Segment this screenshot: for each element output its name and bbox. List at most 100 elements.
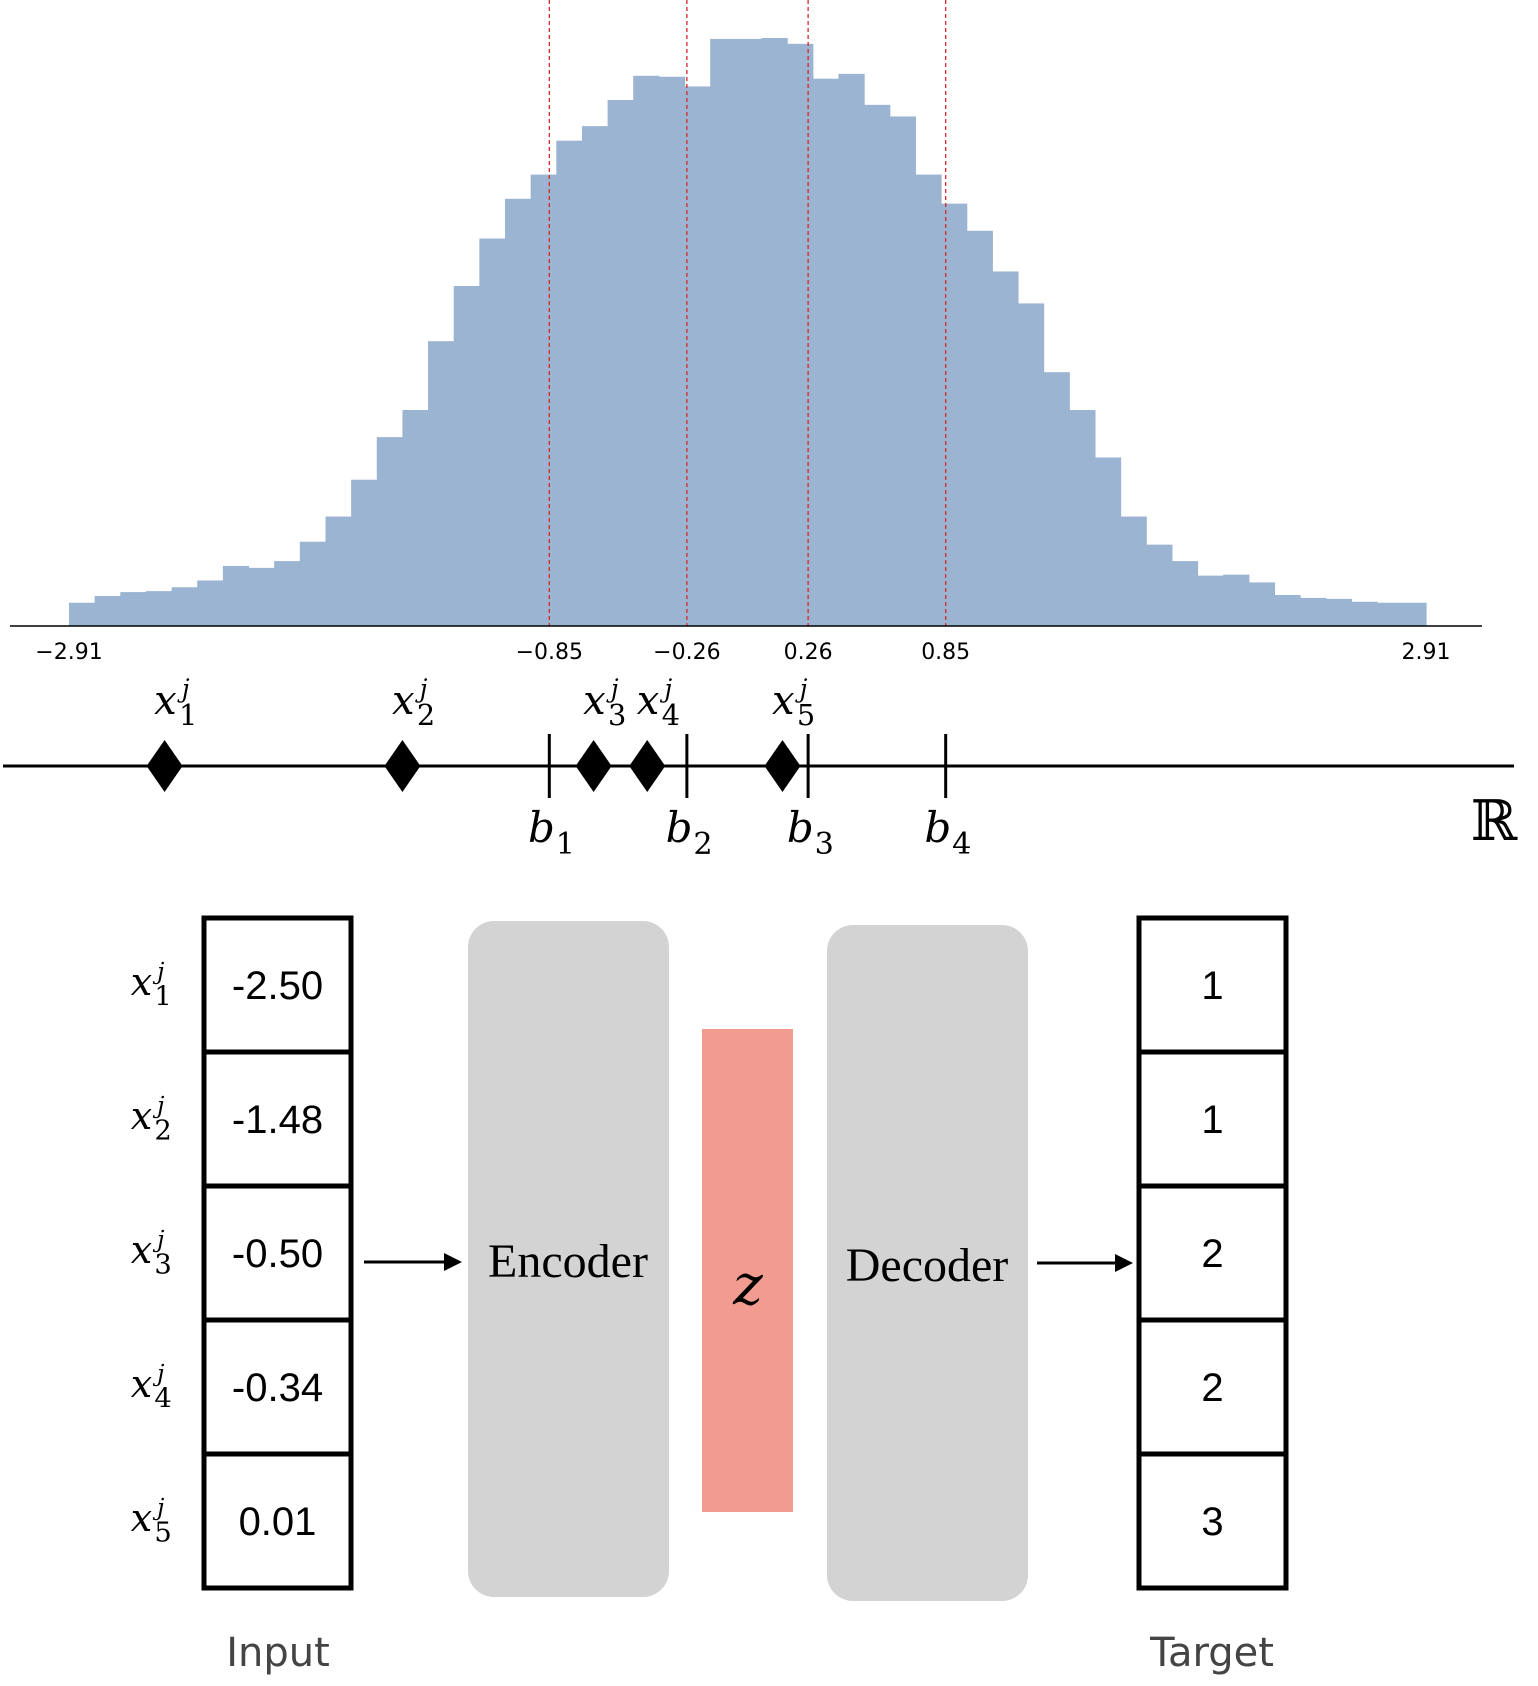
math-base: x (392, 678, 415, 724)
histogram-bar (812, 78, 840, 626)
bin-boundary-lines (548, 0, 947, 626)
value-diamond-marker (764, 740, 801, 792)
x-tick-labels: −2.91 −0.85 −0.26 0.26 0.85 2.91 (35, 640, 1450, 665)
histogram-bar (376, 437, 404, 626)
histogram-bar (1300, 597, 1327, 626)
math-subscript: 1 (179, 698, 197, 732)
x-tick-label: 0.85 (921, 640, 970, 665)
math-subscript: 2 (693, 827, 712, 862)
latent-block (702, 1029, 793, 1512)
histogram-bar (197, 580, 224, 626)
encoder-block (468, 921, 669, 1597)
target-cell-value: 2 (1201, 1366, 1223, 1410)
histogram-bar (941, 203, 968, 626)
math-base: x (131, 1094, 152, 1138)
histogram-bar (633, 75, 660, 627)
decoder-label: Decoder (846, 1239, 1009, 1292)
autoencoder-pipeline: -2.50x 1j-1.48x 2j-0.50x 3j-0.34x 4j0.01x 5j … (131, 915, 1289, 1676)
input-cell-value: -1.48 (232, 1098, 323, 1142)
decoder-to-target-arrow (1037, 1254, 1133, 1272)
value-diamond-marker (629, 740, 666, 792)
histogram-bar (1325, 598, 1352, 626)
input-row-label: x 1j (131, 957, 172, 1013)
histogram-bar (1043, 372, 1070, 626)
number-line-points: x 1j x 2j x 3j x 4j x 5j (146, 674, 815, 792)
histogram-bar (710, 38, 737, 627)
histogram-bar (1274, 595, 1301, 626)
histogram-bar (1120, 516, 1147, 626)
histogram-bar (581, 126, 609, 627)
input-cell-value: -0.34 (232, 1366, 323, 1410)
histogram-bar (222, 565, 250, 626)
math-base: x (131, 1228, 152, 1272)
math-subscript: 3 (815, 827, 834, 862)
value-point-label: x 5j (772, 674, 815, 732)
value-diamond-marker (146, 740, 183, 792)
histogram-bar (607, 99, 634, 626)
histogram-bar (556, 140, 583, 626)
histogram-bar (992, 271, 1019, 626)
histogram-bar (1197, 575, 1224, 626)
decoder-block (827, 925, 1028, 1601)
math-subscript: 4 (952, 827, 971, 862)
histogram-bar (684, 86, 711, 626)
histogram-bars (69, 38, 1427, 627)
histogram-bar (248, 567, 275, 626)
input-cell (201, 915, 354, 1055)
histogram-bar (1069, 409, 1096, 626)
histogram: −2.91 −0.85 −0.26 0.26 0.85 2.91 (10, 0, 1482, 665)
math-base: x (131, 1362, 152, 1406)
histogram-bar (1223, 574, 1250, 626)
latent-label: z (732, 1253, 763, 1318)
histogram-bar (838, 73, 865, 626)
math-subscript: 2 (417, 698, 435, 732)
x-tick-label: −2.91 (35, 640, 102, 665)
histogram-bar (1351, 601, 1378, 626)
histogram-bar (428, 341, 455, 626)
math-subscript: 4 (154, 1384, 171, 1415)
math-base: b (787, 803, 814, 852)
input-row-label: x 3j (131, 1225, 172, 1281)
histogram-bar (325, 516, 352, 626)
x-tick-label: 2.91 (1402, 640, 1451, 665)
histogram-bar (453, 285, 480, 626)
histogram-bar (171, 587, 198, 626)
histogram-bar (1094, 457, 1122, 626)
histogram-bar (299, 541, 327, 626)
input-cell (201, 1451, 354, 1591)
histogram-bar (530, 174, 557, 626)
input-caption: Input (226, 1630, 330, 1676)
histogram-bar (915, 174, 942, 626)
x-tick-label: −0.85 (516, 640, 583, 665)
histogram-bar (787, 43, 814, 626)
input-column: -2.50 x 1j -1.48 x 2j -0.50 x 3j -0.34 x 4j 0.01 x 5j (131, 915, 354, 1591)
input-cell-value: -2.50 (232, 964, 323, 1008)
target-column: 1 1 2 2 3 (1136, 915, 1289, 1591)
input-row-label: x 2j (131, 1091, 172, 1147)
histogram-bar (1377, 602, 1427, 626)
math-subscript: 3 (608, 698, 626, 732)
math-base: x (772, 678, 795, 724)
math-subscript: 2 (154, 1116, 171, 1147)
histogram-bar (274, 561, 301, 626)
histogram-bar (505, 198, 532, 626)
math-subscript: 4 (662, 698, 680, 732)
math-base: x (131, 960, 152, 1004)
math-subscript: 1 (556, 827, 575, 862)
x-tick-label: −0.26 (653, 640, 720, 665)
target-cell-value: 3 (1201, 1500, 1223, 1544)
target-caption: Target (1149, 1630, 1274, 1676)
math-base: x (583, 678, 606, 724)
input-to-encoder-arrow (364, 1253, 462, 1271)
value-diamond-marker (575, 740, 612, 792)
target-cell (1136, 1451, 1289, 1591)
math-subscript: 5 (154, 1518, 171, 1549)
histogram-bar (735, 38, 763, 627)
histogram-bar (1171, 561, 1199, 626)
math-base: x (131, 1496, 152, 1540)
